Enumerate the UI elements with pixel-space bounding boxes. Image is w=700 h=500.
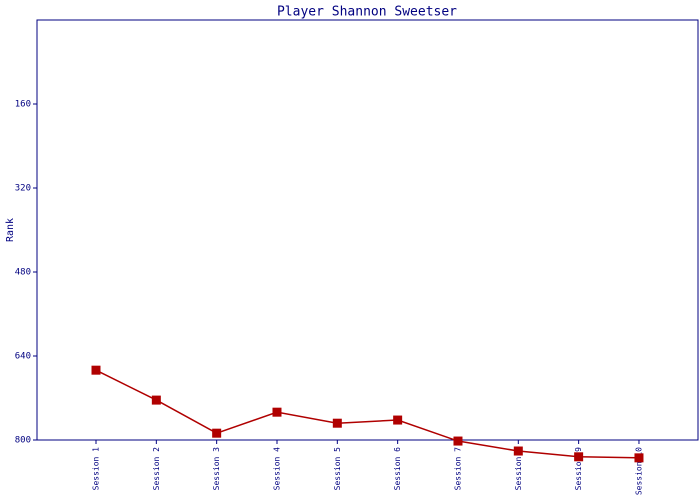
y-tick-label: 480 [15,268,31,278]
point-marker [332,418,342,428]
y-tick-label: 160 [15,100,31,110]
y-axis-label: Rank [5,218,16,242]
point-marker [272,407,282,417]
x-tick-label: Session 3 [212,447,221,491]
point-marker [91,365,101,375]
point-marker [574,452,584,462]
plot-frame [36,19,699,441]
point-marker [513,446,523,456]
y-tick-label: 320 [15,184,31,194]
x-tick-label: Session 4 [272,447,281,491]
y-tick-label: 640 [15,352,31,362]
x-tick-label: Session 7 [453,447,462,491]
series-line [95,369,639,459]
point-marker [151,395,161,405]
x-tick-label: Session 10 [634,447,643,495]
x-tick-label: Session 8 [514,447,523,491]
x-tick-label: Session 2 [152,447,161,491]
point-marker [453,436,463,446]
x-tick-label: Session 6 [393,447,402,491]
x-tick-label: Session 5 [333,447,342,491]
point-marker [393,415,403,425]
point-marker [212,428,222,438]
x-tick-label: Session 9 [574,447,583,491]
y-tick-label: 800 [15,436,31,446]
point-marker [634,453,644,463]
chart-title: Player Shannon Sweetser [277,5,457,20]
x-tick-label: Session 1 [92,447,101,491]
